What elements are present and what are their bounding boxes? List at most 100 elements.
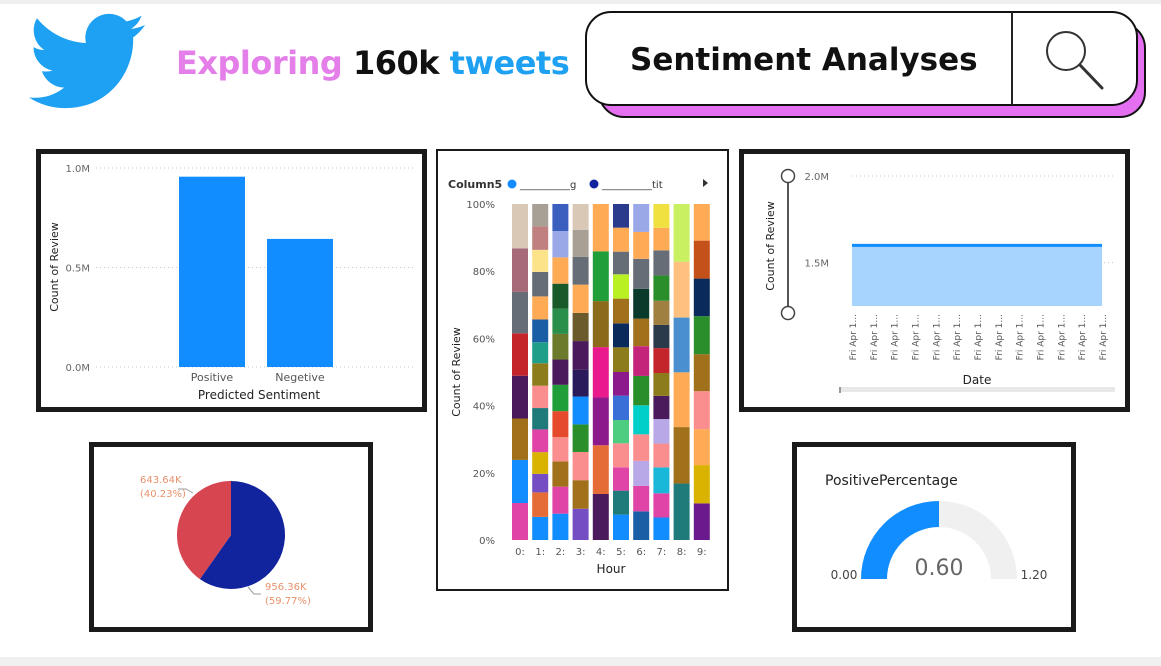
x-tick-label: Fri Apr 1... [1057, 314, 1067, 360]
x-tick-label: 0: [515, 547, 525, 558]
legend-label: __________tit [601, 180, 663, 191]
y-tick-label: 80% [473, 267, 495, 278]
bar-segment [653, 348, 670, 374]
bar-segment [552, 384, 569, 412]
bar-segment [512, 418, 528, 460]
page-title: Exploring 160k tweets [176, 38, 570, 88]
bar-segment [633, 258, 650, 289]
x-tick-label: Fri Apr 1... [891, 314, 901, 360]
bar-segment [633, 375, 650, 406]
sentiment-bar-chart[interactable]: 0.0M 0.5M 1.0M Positive Negetive Predicted Se… [41, 154, 422, 407]
bar-segment [572, 396, 589, 425]
y-tick-label: 1.0M [65, 164, 90, 175]
positive-gauge-chart[interactable]: PositivePercentage 0.60 0.00 1.20 [797, 447, 1071, 627]
gauge-min-label: 0.00 [831, 568, 858, 582]
bar-segment [532, 408, 549, 430]
bar-segment [532, 319, 549, 343]
sentiment-pie-chart[interactable]: 956.36K (59.77%) 643.64K (40.23%) [94, 447, 368, 627]
bar-segment [673, 204, 690, 262]
positive-gauge-panel [792, 442, 1076, 632]
bar-segment [693, 316, 710, 355]
bar-segment [552, 461, 569, 487]
bar-segment [673, 427, 690, 484]
bar-segment [532, 296, 549, 320]
bar-segment [613, 298, 629, 324]
bar-segment [693, 503, 710, 540]
x-tick-label: 1: [535, 547, 545, 558]
bar-segment [653, 467, 670, 494]
bar-segment [693, 391, 710, 430]
x-tick-label: Fri Apr 1... [849, 314, 859, 360]
bar-segment [613, 443, 629, 468]
bar-segment [633, 460, 650, 486]
bar-segment [613, 420, 629, 444]
bar-segment [653, 517, 670, 540]
x-tick-label: 9: [697, 547, 707, 558]
x-tick-label: 6: [636, 547, 646, 558]
y-tick-label: 0.5M [65, 264, 90, 275]
bar-segment [592, 347, 609, 398]
bar-segment [613, 395, 629, 420]
bar-segment [592, 204, 609, 252]
caret-right-icon [703, 179, 708, 187]
date-area-chart[interactable]: 1.5M 2.0M Fri Apr 1... Fri Apr 1... Fri Apr … [744, 154, 1125, 407]
search-banner-text: Sentiment Analyses [630, 42, 978, 78]
bar-segment [633, 346, 650, 376]
y-tick-label: 40% [473, 402, 495, 413]
bar-segment [512, 333, 528, 376]
x-tick-label: 3: [576, 547, 586, 558]
pie-slice [177, 481, 231, 580]
x-tick-label: Fri Apr 1... [995, 314, 1005, 360]
y-tick-label: 2.0M [804, 172, 829, 183]
bar-segment [572, 451, 589, 481]
bar-segment [552, 231, 569, 258]
top-border [0, 0, 1161, 4]
bar-segment [572, 508, 589, 540]
bar-segment [653, 250, 670, 276]
title-word-exploring: Exploring [176, 44, 343, 82]
bar-segment [633, 485, 650, 512]
x-tick-label: Fri Apr 1... [1099, 314, 1109, 360]
x-axis-label: Hour [597, 562, 626, 576]
y-axis-label: Count of Review [764, 201, 777, 291]
legend-marker [589, 179, 599, 189]
bar-segment [532, 492, 549, 517]
bar-segment [572, 284, 589, 313]
bar-segment [633, 204, 650, 232]
magnifier-icon[interactable] [1040, 25, 1108, 93]
search-banner[interactable] [585, 11, 1138, 106]
bar-segment [693, 465, 710, 504]
legend-title: Column5 [448, 178, 502, 191]
x-tick-label: 7: [657, 547, 667, 558]
gauge-value: 0.60 [915, 556, 964, 581]
bar-segment [552, 204, 569, 232]
bar-segment [613, 467, 629, 491]
bar-segment [532, 452, 549, 474]
bar-segment [613, 251, 629, 275]
bar-segment [552, 513, 569, 540]
bar-segment [572, 424, 589, 452]
horizontal-scrollbar [839, 387, 1115, 392]
y-axis-label: Count of Review [48, 222, 61, 312]
bar-segment [633, 405, 650, 435]
x-tick-label: Fri Apr 1... [932, 314, 942, 360]
bar-segment [552, 257, 569, 284]
bar-segment [532, 204, 549, 227]
bar-segment [693, 278, 710, 317]
bar-segment [512, 375, 528, 419]
bar-segment [653, 373, 670, 396]
bar-segment [592, 251, 609, 302]
data-label: (40.23%) [140, 489, 186, 500]
slider-handle-bottom [780, 305, 796, 321]
data-label: (59.77%) [265, 596, 311, 607]
bar-segment [552, 486, 569, 514]
legend-label: __________g [519, 180, 576, 191]
bar-segment [633, 231, 650, 259]
bar-segment [613, 204, 629, 228]
bar-segment [653, 395, 670, 420]
bar-segment [532, 226, 549, 250]
bar-segment [512, 503, 528, 540]
bar-segment [572, 341, 589, 370]
bar-segment [512, 204, 528, 249]
hour-stacked-chart[interactable]: Column5 __________g __________tit 0% 20% 40% 6… [438, 151, 727, 589]
